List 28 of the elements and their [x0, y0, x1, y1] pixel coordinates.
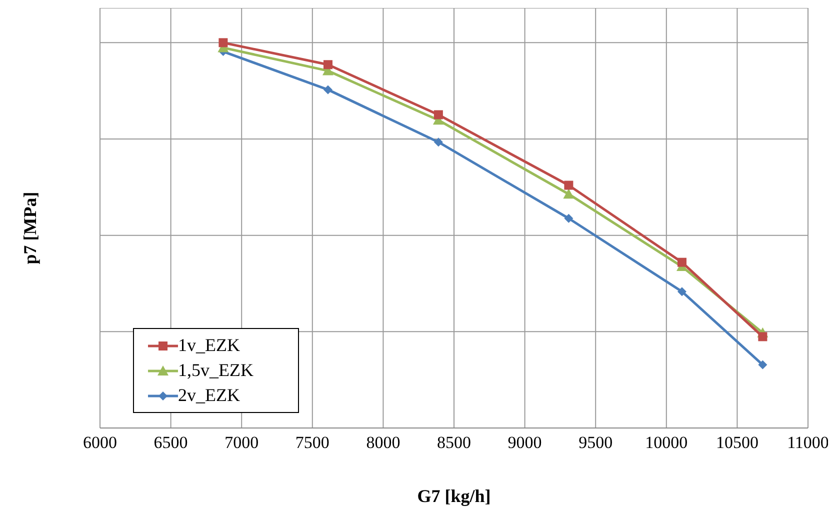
point: [323, 85, 332, 94]
x-tick-label: 10000: [645, 433, 688, 452]
legend-label: 1,5v_EZK: [178, 359, 254, 382]
legend-label: 2v_EZK: [178, 384, 240, 407]
point: [434, 138, 443, 147]
point: [564, 214, 574, 223]
x-tick-label: 9500: [578, 433, 613, 452]
y-axis-title: p7 [MPa]: [20, 192, 40, 264]
x-tick-label: 11000: [787, 433, 829, 452]
point: [563, 188, 574, 199]
point: [564, 180, 574, 190]
x-tick-label: 7000: [224, 433, 259, 452]
x-tick-label: 6500: [154, 433, 188, 452]
point: [323, 60, 332, 70]
point: [218, 38, 228, 48]
point: [677, 287, 686, 296]
x-tick-label: 6000: [83, 433, 117, 452]
point: [758, 332, 768, 342]
legend-label: 1v_EZK: [178, 334, 240, 357]
point: [434, 110, 443, 120]
x-tick-label: 8500: [437, 433, 471, 452]
x-tick-label: 10500: [716, 433, 758, 452]
x-axis-title: G7 [kg/h]: [417, 486, 491, 506]
x-tick-label: 8000: [366, 433, 400, 452]
x-tick-label: 9000: [508, 433, 542, 452]
x-tick-label: 7500: [295, 433, 330, 452]
point: [677, 258, 686, 267]
point: [758, 360, 768, 370]
